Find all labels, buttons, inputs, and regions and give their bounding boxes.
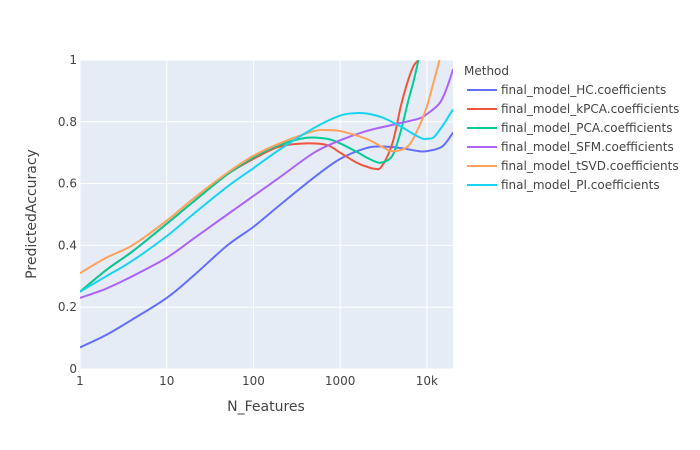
y-tick-labels: 0 0.2 0.4 0.6 0.8 1 [58, 53, 77, 376]
series-line-4[interactable] [80, 68, 453, 299]
x-tick-label: 10 [159, 374, 174, 388]
y-tick-label: 0.4 [58, 238, 77, 252]
y-tick-label: 0.6 [58, 177, 77, 191]
y-tick-label: 0 [69, 362, 77, 376]
x-tick-label: 1000 [325, 374, 356, 388]
legend-label: final_model_tSVD.coefficients [501, 159, 679, 173]
legend-item-6[interactable]: final_model_PI.coefficients [467, 178, 660, 192]
plot-background [80, 60, 453, 369]
x-tick-labels: 1 10 100 1000 10k [76, 374, 438, 388]
legend-item-2[interactable]: final_model_kPCA.coefficients [467, 102, 679, 116]
y-axis-title: PredictedAccuracy [24, 149, 40, 279]
legend-item-4[interactable]: final_model_SFM.coefficients [467, 140, 674, 154]
x-tick-label: 100 [242, 374, 265, 388]
legend-item-1[interactable]: final_model_HC.coefficients [467, 83, 666, 97]
x-tick-label: 1 [76, 374, 84, 388]
series-line-3[interactable] [80, 60, 420, 293]
y-tick-label: 0.8 [58, 115, 77, 129]
legend-label: final_model_SFM.coefficients [501, 140, 674, 154]
series-layer [80, 60, 453, 349]
x-tick-label: 10k [416, 374, 438, 388]
legend[interactable]: Method final_model_HC.coefficients final_… [464, 64, 679, 192]
legend-label: final_model_PI.coefficients [501, 178, 660, 192]
x-axis-title: N_Features [227, 399, 305, 415]
legend-label: final_model_PCA.coefficients [501, 121, 672, 135]
legend-item-3[interactable]: final_model_PCA.coefficients [467, 121, 672, 135]
y-tick-label: 1 [69, 53, 77, 67]
legend-label: final_model_HC.coefficients [501, 83, 666, 97]
series-line-1[interactable] [80, 132, 453, 349]
legend-title: Method [464, 64, 509, 78]
legend-item-5[interactable]: final_model_tSVD.coefficients [467, 159, 679, 173]
y-tick-label: 0.2 [58, 300, 77, 314]
legend-label: final_model_kPCA.coefficients [501, 102, 679, 116]
series-line-6[interactable] [80, 108, 453, 293]
series-line-5[interactable] [80, 60, 441, 275]
